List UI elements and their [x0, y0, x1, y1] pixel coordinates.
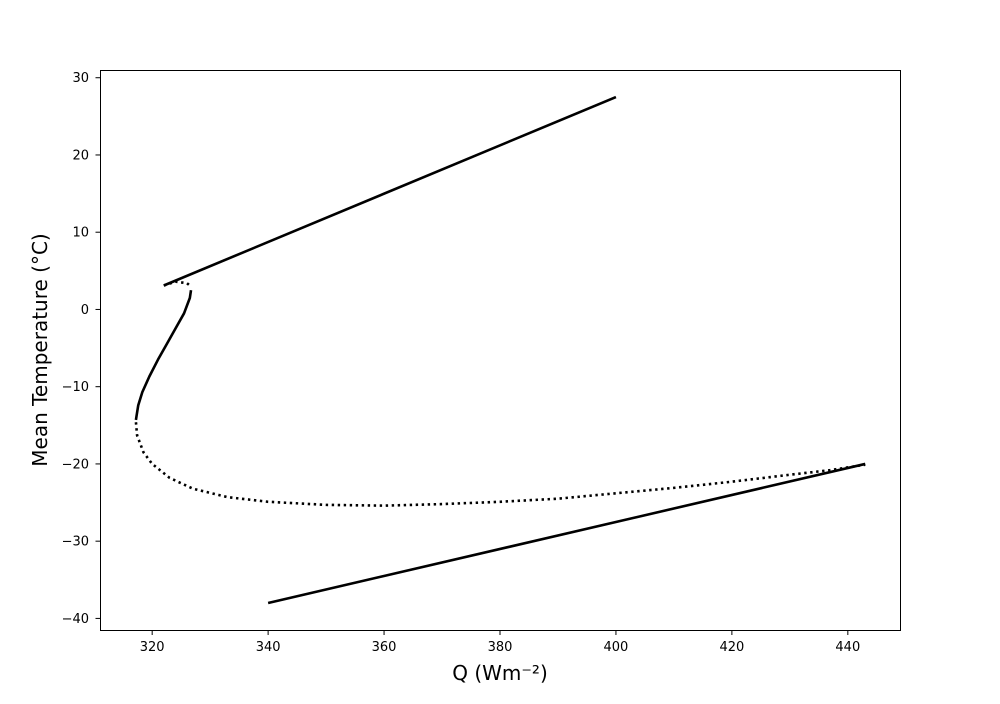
x-tick-label: 440	[835, 640, 860, 655]
y-tick-label: −30	[62, 535, 89, 550]
y-axis-ticks: −40 −30 −20 −10 0 10 20 30	[62, 71, 101, 627]
y-axis-label: Mean Temperature (°C)	[28, 233, 52, 466]
series-2-solid-line	[134, 289, 193, 421]
x-tick-label: 320	[140, 640, 165, 655]
y-tick-label: −40	[62, 612, 89, 627]
series-1-dotted-line	[163, 280, 193, 289]
y-tick-label: −10	[62, 380, 89, 395]
y-tick-label: 10	[72, 226, 89, 241]
x-tick-label: 420	[719, 640, 744, 655]
series-4-solid-line	[267, 462, 866, 605]
y-tick-label: 20	[72, 148, 89, 163]
series-0-solid-line	[163, 95, 617, 287]
y-tick-label: 30	[72, 71, 89, 86]
x-axis-ticks: 320 340 360 380 400 420 440	[140, 630, 860, 655]
x-tick-label: 400	[604, 640, 629, 655]
series-3-dotted-line	[134, 422, 866, 507]
x-tick-label: 380	[488, 640, 513, 655]
series-layer	[134, 95, 866, 605]
x-axis-label: Q (Wm⁻²)	[452, 661, 548, 685]
x-tick-label: 360	[372, 640, 397, 655]
x-tick-label: 340	[256, 640, 281, 655]
plot-frame	[100, 70, 901, 631]
y-tick-label: −20	[62, 457, 89, 472]
y-tick-label: 0	[81, 303, 89, 318]
